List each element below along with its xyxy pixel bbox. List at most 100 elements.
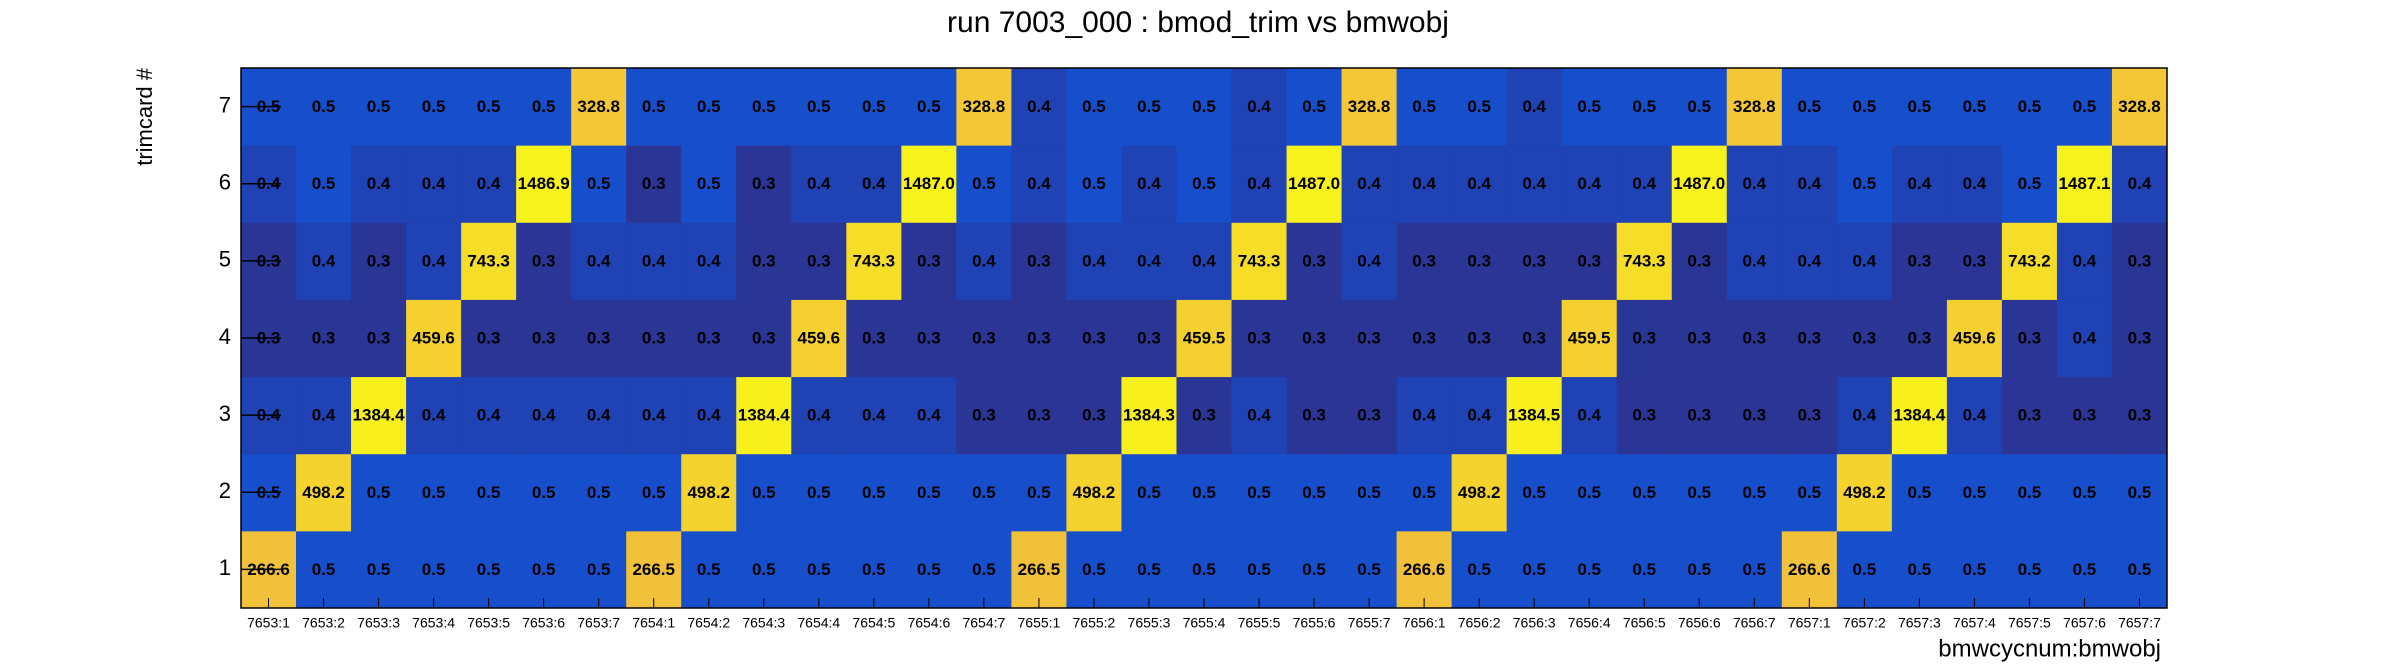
- cell-label: 0.3: [1082, 328, 1106, 347]
- cell-label: 0.3: [2128, 328, 2152, 347]
- cell-label: 0.4: [367, 174, 391, 193]
- cell-label: 0.4: [422, 174, 446, 193]
- cell: [956, 145, 1012, 223]
- cell: [1726, 530, 1783, 609]
- cell-label: 0.5: [367, 560, 391, 579]
- cell-label: 0.5: [1908, 97, 1932, 116]
- cell: [736, 222, 792, 300]
- cell: [2001, 453, 2058, 532]
- cell-label: 0.5: [697, 174, 721, 193]
- cell: [1341, 299, 1398, 378]
- cell: [1011, 145, 1067, 223]
- x-tick-label: 7654:3: [742, 615, 785, 631]
- cell: [1836, 453, 1893, 532]
- x-tick-label: 7656:7: [1733, 615, 1776, 631]
- cell: [681, 376, 737, 455]
- cell: [1066, 145, 1122, 223]
- cell: [1671, 299, 1728, 378]
- cell: [2056, 453, 2113, 532]
- cell-label: 0.3: [807, 251, 831, 270]
- cell: [1231, 376, 1288, 455]
- cell-label: 0.3: [1742, 328, 1766, 347]
- cell: [681, 222, 737, 300]
- cell: [1726, 299, 1783, 378]
- cell: [1891, 145, 1948, 223]
- cell: [1836, 376, 1893, 455]
- cell: [626, 68, 682, 146]
- y-tick-label: 4: [219, 324, 231, 349]
- cell: [571, 68, 627, 146]
- cell-label: 0.4: [862, 406, 886, 425]
- cell-label: 0.4: [2073, 328, 2097, 347]
- cell: [1946, 453, 2003, 532]
- cell-label: 0.3: [1908, 251, 1932, 270]
- cell: [1121, 222, 1177, 300]
- cell: [956, 453, 1012, 532]
- cell-label: 0.5: [1577, 560, 1601, 579]
- cell: [1781, 68, 1838, 146]
- cell-label: 0.5: [532, 483, 556, 502]
- cell-label: 0.5: [422, 483, 446, 502]
- cell-label: 0.5: [1687, 97, 1711, 116]
- cell-label: 0.5: [1522, 560, 1546, 579]
- cell: [2111, 145, 2168, 223]
- cell-label: 0.5: [862, 483, 886, 502]
- cell: [2111, 530, 2168, 609]
- cell: [1286, 453, 1343, 532]
- cell-label: 0.5: [1137, 97, 1161, 116]
- cell-label: 0.5: [1192, 483, 1216, 502]
- cell: [2056, 376, 2113, 455]
- cell-label: 0.5: [1247, 560, 1271, 579]
- cell: [1891, 68, 1948, 146]
- cell-label: 0.5: [1247, 483, 1271, 502]
- cell: [296, 453, 352, 532]
- cell: [901, 299, 957, 378]
- cell-label: 0.3: [1137, 328, 1161, 347]
- cell-label: 328.8: [2118, 97, 2161, 116]
- cell: [1066, 376, 1122, 455]
- cell: [1506, 145, 1563, 223]
- cell-label: 0.3: [1577, 251, 1601, 270]
- cell-label: 0.5: [1908, 560, 1932, 579]
- cell-label: 266.6: [1788, 560, 1831, 579]
- cell-label: 743.3: [1238, 251, 1281, 270]
- cell-label: 0.3: [862, 328, 886, 347]
- cell: [1671, 145, 1728, 223]
- x-tick-label: 7657:1: [1788, 615, 1831, 631]
- cell: [1231, 530, 1288, 609]
- cell-label: 0.4: [1412, 174, 1436, 193]
- cell-label: 0.3: [1192, 406, 1216, 425]
- cell: [901, 453, 957, 532]
- cell-label: 1384.5: [1508, 406, 1560, 425]
- cell-label: 0.4: [1797, 174, 1821, 193]
- x-tick-label: 7654:4: [797, 615, 840, 631]
- x-tick-label: 7653:3: [357, 615, 400, 631]
- cell: [351, 376, 407, 455]
- cell: [1506, 222, 1563, 300]
- cell-label: 0.4: [917, 406, 941, 425]
- cell-label: 0.5: [1742, 483, 1766, 502]
- cell: [1506, 453, 1563, 532]
- cell: [1891, 453, 1948, 532]
- x-tick-label: 7653:7: [577, 615, 620, 631]
- y-tick-label: 3: [219, 401, 231, 426]
- plot-frame: [240, 67, 2168, 609]
- cell-label: 0.3: [2128, 406, 2152, 425]
- cell-label: 0.3: [1853, 328, 1877, 347]
- cell: [1451, 68, 1508, 146]
- cell: [626, 530, 682, 609]
- cell-label: 0.3: [1357, 406, 1381, 425]
- cell-label: 0.5: [2128, 483, 2152, 502]
- cell-label: 1384.3: [1123, 406, 1175, 425]
- cell: [1726, 68, 1783, 146]
- cell-label: 459.5: [1183, 328, 1226, 347]
- cell: [1451, 453, 1508, 532]
- cell-label: 0.4: [422, 406, 446, 425]
- cell-label: 328.8: [1733, 97, 1776, 116]
- cell: [1011, 299, 1067, 378]
- cell-label: 0.3: [2018, 328, 2042, 347]
- cell-label: 0.4: [587, 406, 611, 425]
- cell-label: 0.3: [532, 328, 556, 347]
- cell: [901, 68, 957, 146]
